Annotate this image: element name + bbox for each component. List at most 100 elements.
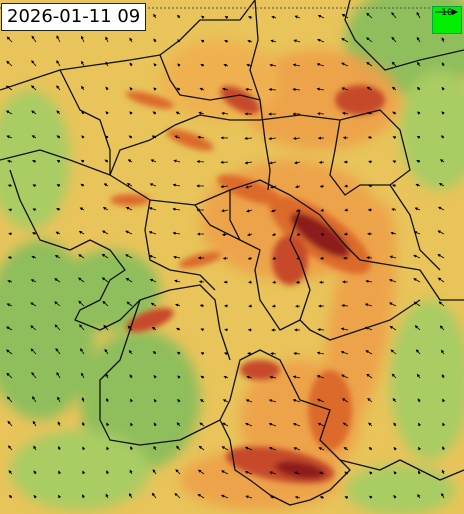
- wind-vector-arrow-icon: [418, 422, 422, 427]
- wind-vector-arrow-icon: [129, 37, 133, 43]
- wind-vector-arrow-icon: [106, 422, 110, 427]
- wind-vector-arrow-icon: [366, 87, 373, 91]
- wind-vector-arrow-icon: [222, 399, 229, 403]
- wind-vector-arrow-icon: [247, 233, 253, 237]
- wind-vector-arrow-icon: [200, 352, 205, 356]
- wind-vector-arrow-icon: [368, 422, 373, 427]
- wind-vector-arrow-icon: [292, 399, 301, 403]
- wind-vector-arrow-icon: [175, 111, 181, 115]
- wind-vector-arrow-icon: [105, 111, 109, 115]
- wind-vector-arrow-icon: [441, 111, 445, 115]
- wind-vector-arrow-icon: [175, 469, 181, 475]
- wind-vector-arrow-icon: [55, 231, 61, 235]
- wind-vector-arrow-icon: [7, 445, 13, 451]
- wind-vector-arrow-icon: [414, 325, 421, 331]
- wind-vector-arrow-icon: [31, 232, 37, 236]
- wind-vector-arrow-icon: [103, 183, 109, 187]
- wind-vector-arrow-icon: [129, 111, 133, 115]
- wind-vector-arrow-icon: [341, 374, 349, 379]
- wind-vector-arrow-icon: [244, 161, 253, 165]
- wind-vector-arrow-icon: [441, 374, 445, 379]
- wind-vector-arrow-icon: [392, 136, 397, 140]
- wind-vector-arrow-icon: [364, 303, 373, 307]
- wind-vector-arrow-icon: [416, 61, 421, 67]
- wind-vector-arrow-icon: [221, 470, 229, 475]
- wind-vector-arrow-icon: [294, 495, 301, 500]
- wind-vector-arrow-icon: [32, 396, 37, 403]
- wind-vector-arrow-icon: [248, 16, 253, 20]
- wind-vector-arrow-icon: [390, 231, 397, 235]
- wind-vector-arrow-icon: [292, 87, 301, 92]
- wind-vector-arrow-icon: [441, 469, 445, 475]
- wind-vector-arrow-icon: [416, 111, 421, 115]
- wind-vector-arrow-icon: [413, 254, 421, 259]
- wind-vector-arrow-icon: [221, 111, 229, 116]
- wind-vector-arrow-icon: [272, 256, 277, 260]
- wind-vector-arrow-icon: [152, 350, 157, 355]
- wind-vector-arrow-icon: [437, 206, 445, 211]
- wind-vector-arrow-icon: [173, 159, 181, 163]
- wind-vector-arrow-icon: [54, 324, 61, 331]
- wind-vector-arrow-icon: [32, 208, 37, 212]
- wind-vector-arrow-icon: [269, 375, 277, 379]
- wind-vector-arrow-icon: [199, 304, 205, 308]
- wind-vector-arrow-icon: [367, 111, 373, 115]
- wind-vector-arrow-icon: [416, 160, 421, 163]
- wind-vector-arrow-icon: [77, 277, 85, 283]
- wind-vector-arrow-icon: [175, 303, 181, 307]
- wind-vector-arrow-icon: [220, 160, 229, 164]
- wind-vector-arrow-icon: [130, 446, 134, 451]
- wind-vector-arrow-icon: [296, 232, 301, 236]
- wind-vector-arrow-icon: [148, 254, 157, 259]
- wind-vector-arrow-icon: [246, 209, 253, 213]
- wind-vector-arrow-icon: [82, 421, 86, 427]
- wind-vector-arrow-icon: [366, 37, 373, 43]
- wind-vector-arrow-icon: [81, 35, 85, 43]
- wind-vector-arrow-icon: [55, 347, 61, 355]
- wind-vector-arrow-icon: [413, 301, 421, 307]
- wind-vector-arrow-icon: [31, 60, 37, 67]
- wind-vector-arrow-icon: [196, 160, 205, 164]
- wind-vector-arrow-icon: [224, 16, 229, 20]
- wind-vector-arrow-icon: [417, 494, 421, 499]
- wind-vector-arrow-icon: [153, 38, 157, 43]
- wind-vector-arrow-icon: [56, 372, 61, 379]
- wind-vector-arrow-icon: [319, 471, 325, 475]
- wind-vector-arrow-icon: [296, 256, 301, 260]
- wind-vector-arrow-icon: [177, 375, 181, 379]
- wind-vector-arrow-icon: [106, 446, 110, 451]
- wind-vector-arrow-icon: [320, 232, 325, 236]
- wind-vector-arrow-icon: [106, 397, 110, 403]
- wind-vector-arrow-icon: [391, 184, 397, 188]
- wind-vector-arrow-icon: [125, 206, 133, 211]
- wind-vector-arrow-icon: [341, 13, 349, 19]
- wind-vector-arrow-icon: [78, 254, 85, 259]
- wind-vector-arrow-icon: [392, 397, 397, 403]
- wind-vector-arrow-icon: [78, 230, 85, 235]
- wind-vector-arrow-icon: [103, 324, 109, 331]
- wind-vector-arrow-icon: [269, 161, 277, 165]
- wind-vector-arrow-icon: [80, 159, 85, 163]
- wind-vector-arrow-icon: [416, 135, 421, 139]
- wind-vector-arrow-icon: [440, 135, 445, 139]
- wind-vector-arrow-icon: [7, 420, 13, 427]
- wind-vector-arrow-icon: [105, 61, 109, 67]
- wind-vector-arrow-icon: [32, 184, 37, 188]
- wind-vector-arrow-icon: [30, 348, 37, 355]
- wind-vector-arrow-icon: [245, 422, 253, 427]
- wind-vector-arrow-icon: [153, 63, 157, 67]
- wind-vector-arrow-icon: [102, 300, 109, 307]
- wind-vector-arrow-icon: [81, 110, 85, 115]
- wind-vector-arrow-icon: [317, 112, 325, 116]
- wind-vector-arrow-icon: [56, 135, 61, 139]
- wind-vector-arrow-icon: [317, 328, 325, 332]
- wind-vector-arrow-icon: [368, 446, 373, 451]
- wind-vector-arrow-icon: [130, 422, 134, 427]
- wind-vector-arrow-icon: [130, 398, 134, 403]
- wind-vector-arrow-icon: [150, 159, 157, 163]
- wind-vector-arrow-icon: [80, 348, 85, 355]
- wind-vector-arrow-icon: [174, 135, 181, 139]
- wind-vector-arrow-icon: [293, 39, 301, 43]
- wind-vector-arrow-icon: [31, 35, 37, 43]
